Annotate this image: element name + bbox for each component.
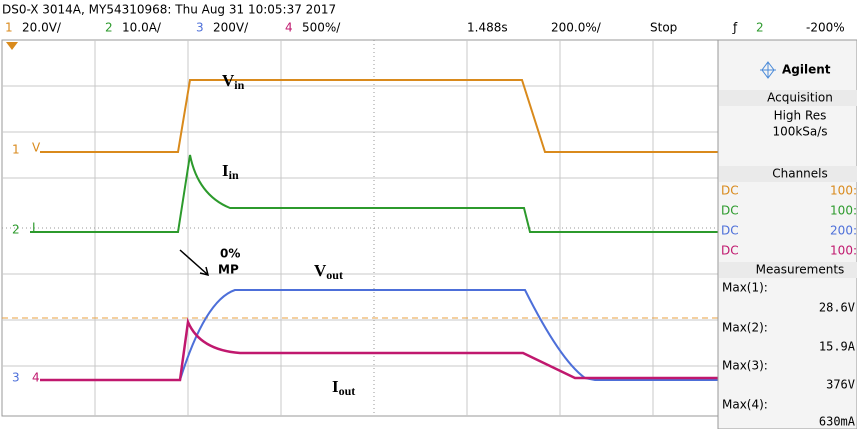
trigger-level: -200% xyxy=(806,21,845,35)
graticule xyxy=(1,39,719,417)
ch-number: 4 xyxy=(285,21,293,35)
mp-arrow xyxy=(179,249,210,277)
mp-label: 0% xyxy=(220,247,240,261)
iout-label: Iout xyxy=(332,377,355,398)
vin-trace xyxy=(40,79,718,153)
ch-value: 100: xyxy=(830,204,857,218)
mp-label: MP xyxy=(218,263,239,277)
meas-name: Max(2): xyxy=(722,321,768,335)
section-header xyxy=(719,262,857,278)
ch-scale: 10.0A/ xyxy=(122,21,162,35)
acq-mode: High Res xyxy=(774,109,827,123)
iout-trace xyxy=(40,317,718,382)
coupling: DC xyxy=(721,244,739,258)
meas-name: Max(1): xyxy=(722,281,768,295)
vout-trace xyxy=(40,289,718,381)
label-sub: in xyxy=(229,168,239,182)
section-title: Acquisition xyxy=(767,91,833,105)
meas-value: 630mA xyxy=(819,415,856,429)
meas-value: 376V xyxy=(826,378,855,392)
acq-rate: 100kSa/s xyxy=(772,125,827,139)
coupling: DC xyxy=(721,204,739,218)
section-header xyxy=(719,166,857,182)
label-sub: out xyxy=(326,268,343,282)
trigger-pos xyxy=(6,42,18,50)
ch-number: 2 xyxy=(105,21,113,35)
brand: Agilent xyxy=(782,63,831,77)
coupling: DC xyxy=(721,224,739,238)
ch-scale: 500%/ xyxy=(302,21,341,35)
center-axes xyxy=(2,40,718,416)
ch-markers: 1 V 2 I 3 4 xyxy=(12,141,41,385)
coupling: DC xyxy=(721,184,739,198)
vout-label: Vout xyxy=(314,261,343,282)
ch-scale: 20.0V/ xyxy=(22,21,62,35)
time-position: 1.488s xyxy=(467,21,508,35)
ch-number: 1 xyxy=(5,21,13,35)
meas-value: 28.6V xyxy=(819,301,855,315)
ch-value: 200: xyxy=(830,224,857,238)
label-sub: in xyxy=(234,78,244,92)
measurement-rows: Max(1): 28.6V Max(2): 15.9A Max(3): 376V… xyxy=(722,281,856,429)
trigger-source: 2 xyxy=(756,21,764,35)
label-main: V xyxy=(222,71,235,90)
marker-unit: I xyxy=(32,221,36,235)
run-status: Stop xyxy=(650,21,677,35)
ch-value: 100: xyxy=(830,184,857,198)
label-main: I xyxy=(332,377,339,396)
time-scale: 200.0%/ xyxy=(551,21,602,35)
label-main: V xyxy=(314,261,327,280)
marker: 1 xyxy=(12,143,20,157)
marker-unit: V xyxy=(32,141,41,155)
marker: 4 xyxy=(32,371,40,385)
header-title: DS0-X 3014A, MY54310968: Thu Aug 31 10:0… xyxy=(2,3,336,17)
section-title: Measurements xyxy=(756,263,845,277)
logo xyxy=(760,61,776,79)
meas-name: Max(3): xyxy=(722,359,768,373)
section-title: Channels xyxy=(772,167,828,181)
vin-label: Vin xyxy=(222,71,245,92)
side-panel: Agilent Acquisition High Res 100kSa/s Ch… xyxy=(717,39,857,429)
ch-number: 3 xyxy=(196,21,204,35)
trigger-symbol: ƒ xyxy=(732,21,738,35)
ch-scale: 200V/ xyxy=(213,21,249,35)
iin-trace xyxy=(30,154,718,233)
label-sub: out xyxy=(339,384,356,398)
iin-label: Iin xyxy=(222,161,239,182)
ch-value: 100: xyxy=(830,244,857,258)
meas-name: Max(4): xyxy=(722,398,768,412)
channel-rows: DC 100: DC 100: DC 200: DC 100: xyxy=(721,184,857,258)
header-settings: 1 20.0V/ 2 10.0A/ 3 200V/ 4 500%/ 1.488s… xyxy=(5,21,845,35)
marker: 3 xyxy=(12,371,20,385)
marker: 2 xyxy=(12,223,20,237)
section-header xyxy=(719,90,857,106)
meas-value: 15.9A xyxy=(819,340,856,354)
label-main: I xyxy=(222,161,229,180)
